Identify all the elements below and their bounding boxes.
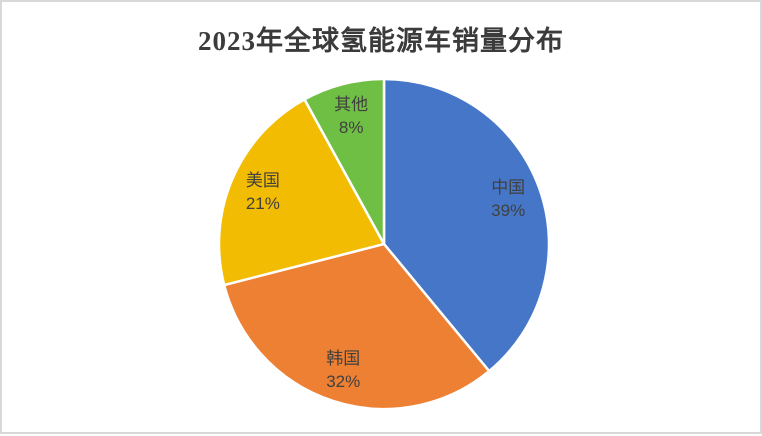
pie-slice-others <box>303 77 386 246</box>
pie-slice-usa <box>217 98 386 287</box>
pie-slice-korea <box>222 242 491 411</box>
pie-slice-china <box>382 77 551 373</box>
chart-title: 2023年全球氢能源车销量分布 <box>198 26 564 56</box>
